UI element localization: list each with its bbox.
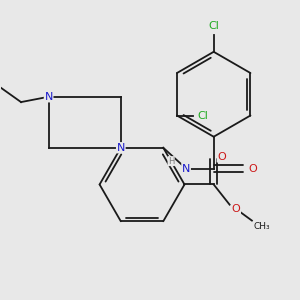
Text: CH₃: CH₃ <box>254 222 270 231</box>
Text: N: N <box>182 164 190 174</box>
Text: N: N <box>44 92 53 102</box>
Text: Cl: Cl <box>197 110 208 121</box>
Text: Cl: Cl <box>208 21 219 31</box>
Text: H: H <box>168 157 174 166</box>
Text: O: O <box>248 164 257 174</box>
Text: N: N <box>117 143 125 153</box>
Text: O: O <box>232 204 240 214</box>
Text: O: O <box>217 152 226 162</box>
